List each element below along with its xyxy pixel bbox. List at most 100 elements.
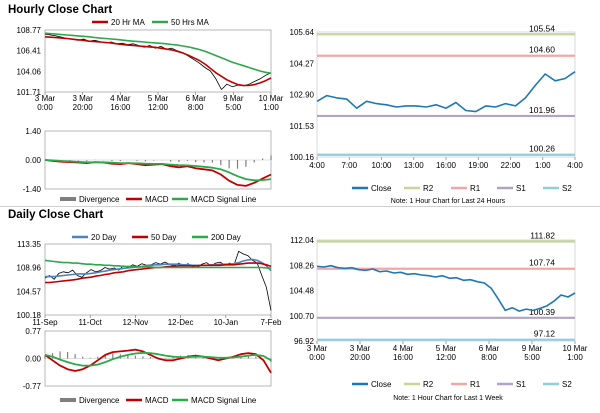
hourly-section-title: Hourly Close Chart	[8, 4, 113, 16]
daily_price-ytick-label: 108.96	[17, 264, 42, 273]
daily_pivot-legend-1-label: R2	[423, 380, 434, 389]
daily_pivot-note: Note: 1 Hour Chart for Last 1 Week	[393, 395, 503, 402]
hourly_macd-macd-signal-line-line	[44, 159, 272, 182]
hourly_price-xtick-label: 6 Mar	[185, 94, 206, 103]
daily_price-xtick-label: 7-Feb	[261, 318, 282, 327]
hourly_price-xtick-label: 0:00	[37, 103, 53, 112]
hourly_price-xtick-label: 3 Mar	[72, 94, 93, 103]
daily_price-20-day-line	[45, 258, 272, 278]
daily_macd-ytick-label: 0.00	[25, 355, 41, 364]
daily_pivot-xtick-label: 5 Mar	[436, 344, 457, 353]
hourly_price-ytick-label: 106.41	[17, 47, 42, 56]
daily_pivot-xtick-label: 20:00	[350, 353, 371, 362]
hourly_pivot-ytick-label: 105.64	[290, 28, 315, 37]
hourly_price-50-hrs-ma-line	[44, 32, 272, 74]
hourly_pivot-ytick-label: 102.90	[290, 91, 315, 100]
hourly_pivot-s2-level-label: 100.26	[529, 144, 555, 154]
daily_pivot-ytick-label: 100.70	[290, 312, 315, 321]
hourly_price-xtick-label: 16:00	[110, 103, 131, 112]
daily_price-legend-2-label: 200 Day	[211, 233, 241, 242]
section-divider	[0, 206, 600, 207]
daily_price-legend-1-label: 50 Day	[151, 233, 176, 242]
daily_pivot-ytick-label: 112.04	[290, 236, 314, 245]
daily_price-xtick-label: 10-Jan	[214, 318, 238, 327]
daily_macd-legend-0-label: Divergence	[79, 396, 120, 405]
hourly_macd-legend-2-label: MACD Signal Line	[191, 195, 257, 204]
hourly_macd-ytick-label: -1.40	[23, 185, 42, 194]
hourly_macd-ytick-label: 0.00	[25, 156, 41, 165]
daily_pivot-xtick-label: 12:00	[436, 353, 457, 362]
hourly_pivot-xtick-label: 16:00	[436, 161, 457, 170]
hourly_pivot-r1-level-label: 104.60	[529, 45, 555, 55]
daily_price-plot-area	[44, 243, 272, 316]
daily_macd-legend-1-label: MACD	[145, 396, 169, 405]
daily_pivot-xtick-label: 3 Mar	[307, 344, 328, 353]
hourly_price-xtick-label: 12:00	[148, 103, 169, 112]
hourly_price-legend-0-label: 20 Hr MA	[111, 18, 145, 27]
daily-section-title: Daily Close Chart	[8, 209, 104, 221]
daily_pivot-ytick-label: 108.26	[290, 261, 315, 270]
hourly_price-xtick-label: 10 Mar	[259, 94, 284, 103]
hourly_price-20-hr-ma-line	[44, 36, 272, 87]
daily_price-ytick-label: 113.35	[17, 240, 41, 249]
hourly_price-xtick-label: 5 Mar	[148, 94, 169, 103]
hourly_pivot-legend-1-label: R2	[423, 184, 434, 193]
hourly_pivot-xtick-label: 22:00	[500, 161, 521, 170]
daily_pivot-ytick-label: 96.92	[294, 337, 315, 346]
daily_macd-ytick-label: -0.77	[23, 382, 42, 391]
hourly_price-legend-1-label: 50 Hrs MA	[171, 18, 209, 27]
hourly_price-xtick-label: 20:00	[73, 103, 94, 112]
daily_pivot-r1-level-label: 107.74	[529, 258, 555, 268]
daily_pivot-xtick-label: 9 Mar	[522, 344, 543, 353]
hourly_pivot-xtick-label: 13:00	[404, 161, 425, 170]
daily_pivot-xtick-label: 6 Mar	[479, 344, 500, 353]
daily_pivot-xtick-label: 8:00	[481, 353, 497, 362]
hourly_pivot-xtick-label: 19:00	[468, 161, 489, 170]
hourly_pivot-xtick-label: 1:00	[535, 161, 551, 170]
daily_price-xtick-label: 11-Oct	[78, 318, 102, 327]
hourly_pivot-r2-level-label: 105.54	[529, 23, 555, 33]
hourly_price-xtick-label: 4 Mar	[110, 94, 131, 103]
daily_price-ytick-label: 104.57	[17, 287, 42, 296]
daily_macd-macd-signal-line-line	[44, 351, 272, 367]
daily_pivot-legend-3-label: S1	[516, 380, 526, 389]
daily_price-ytick-label: 100.18	[17, 311, 42, 320]
daily_pivot-xtick-label: 4 Mar	[393, 344, 414, 353]
hourly_price-xtick-label: 1:00	[263, 103, 279, 112]
daily_price-xtick-label: 12-Nov	[123, 318, 149, 327]
hourly_macd-legend-1-label: MACD	[145, 195, 169, 204]
hourly_price-xtick-label: 5:00	[226, 103, 242, 112]
hourly_price-xtick-label: 9 Mar	[223, 94, 244, 103]
hourly_pivot-legend-0-label: Close	[371, 184, 392, 193]
daily_pivot-xtick-label: 0:00	[309, 353, 325, 362]
daily_pivot-r2-level-label: 111.82	[530, 230, 555, 240]
hourly_price-ytick-label: 104.06	[17, 67, 42, 76]
hourly_pivot-xtick-label: 4:00	[309, 161, 325, 170]
hourly_pivot-legend-2-label: R1	[470, 184, 481, 193]
daily_macd-legend-2-label: MACD Signal Line	[191, 396, 257, 405]
daily_price-200-day-line	[44, 259, 271, 269]
daily_pivot-legend-0-label: Close	[371, 380, 392, 389]
hourly_macd-ytick-label: 1.40	[25, 127, 41, 136]
daily_pivot-ytick-label: 104.48	[290, 287, 315, 296]
daily_price-xtick-label: 12-Dec	[168, 318, 194, 327]
hourly_pivot-s1-level-label: 101.96	[529, 105, 555, 115]
hourly_pivot-legend-3-label: S1	[516, 184, 526, 193]
daily_pivot-legend-4-label: S2	[562, 380, 572, 389]
daily_pivot-close-line	[316, 264, 576, 312]
hourly_price-ytick-label: 108.77	[17, 26, 42, 35]
hourly_pivot-ytick-label: 100.16	[290, 153, 315, 162]
hourly_macd-legend-0-label: Divergence	[79, 195, 120, 204]
daily_pivot-xtick-label: 16:00	[393, 353, 414, 362]
hourly_price-ytick-label: 101.71	[17, 88, 42, 97]
hourly_pivot-ytick-label: 104.27	[290, 59, 315, 68]
hourly_pivot-ytick-label: 101.53	[290, 122, 315, 131]
daily_pivot-legend-2-label: R1	[470, 380, 481, 389]
hourly_pivot-xtick-label: 4:00	[567, 161, 583, 170]
hourly_pivot-note: Note: 1 Hour Chart for Last 24 Hours	[391, 198, 506, 205]
daily_pivot-xtick-label: 3 Mar	[350, 344, 371, 353]
daily_macd-ytick-label: 0.77	[25, 327, 41, 336]
daily_pivot-plot-area	[316, 239, 576, 342]
daily_price-xtick-label: 11-Sep	[32, 318, 58, 327]
